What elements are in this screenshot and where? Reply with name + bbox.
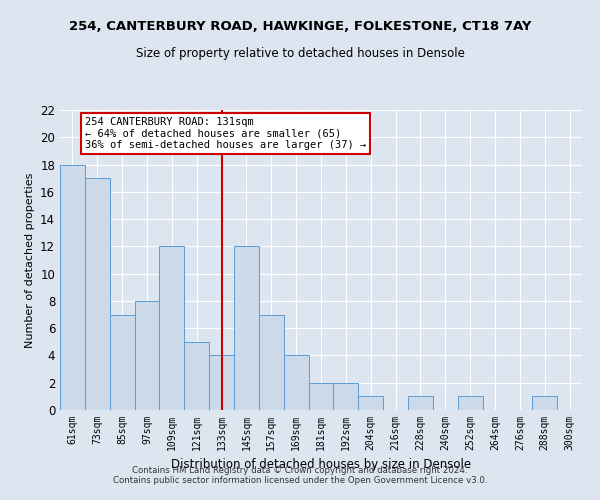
- Y-axis label: Number of detached properties: Number of detached properties: [25, 172, 35, 348]
- Bar: [284, 356, 308, 410]
- Bar: [259, 314, 284, 410]
- Text: Contains HM Land Registry data © Crown copyright and database right 2024.
Contai: Contains HM Land Registry data © Crown c…: [113, 466, 487, 485]
- Bar: [85, 178, 110, 410]
- Bar: [308, 382, 334, 410]
- Text: Size of property relative to detached houses in Densole: Size of property relative to detached ho…: [136, 48, 464, 60]
- Bar: [532, 396, 557, 410]
- Bar: [408, 396, 433, 410]
- Bar: [184, 342, 209, 410]
- Bar: [134, 301, 160, 410]
- Bar: [209, 356, 234, 410]
- X-axis label: Distribution of detached houses by size in Densole: Distribution of detached houses by size …: [171, 458, 471, 471]
- Bar: [358, 396, 383, 410]
- Bar: [334, 382, 358, 410]
- Bar: [110, 314, 134, 410]
- Bar: [60, 164, 85, 410]
- Text: 254, CANTERBURY ROAD, HAWKINGE, FOLKESTONE, CT18 7AY: 254, CANTERBURY ROAD, HAWKINGE, FOLKESTO…: [69, 20, 531, 33]
- Bar: [234, 246, 259, 410]
- Bar: [160, 246, 184, 410]
- Text: 254 CANTERBURY ROAD: 131sqm
← 64% of detached houses are smaller (65)
36% of sem: 254 CANTERBURY ROAD: 131sqm ← 64% of det…: [85, 117, 366, 150]
- Bar: [458, 396, 482, 410]
